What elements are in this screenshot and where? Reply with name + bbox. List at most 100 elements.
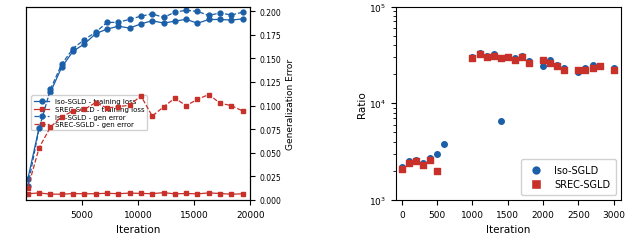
SREC-SGLD - training loss (81, 192, 88, 196)
Point (418, 162, 428, 166)
Point (397, 165, 407, 169)
Point (580, 69, 591, 73)
Point (481, 54, 492, 58)
Iso-SGLD - training loss (126, 28, 134, 30)
Iso-SGLD - training loss (239, 18, 246, 21)
Point (588, 67, 598, 71)
Point (481, 56, 492, 60)
Iso-SGLD - gen error (171, 12, 179, 15)
Point (524, 60, 534, 64)
Iso-SGLD - training loss (216, 19, 224, 22)
X-axis label: Iteration: Iteration (116, 224, 160, 234)
Point (432, 152, 442, 156)
Legend: Iso-SGLD, SREC-SGLD: Iso-SGLD, SREC-SGLD (521, 160, 616, 195)
Iso-SGLD - training loss (58, 66, 66, 69)
SREC-SGLD - training loss (171, 192, 179, 196)
Iso-SGLD - gen error (160, 17, 168, 20)
Iso-SGLD - gen error (58, 63, 66, 66)
Point (502, 56, 513, 60)
Point (552, 65, 563, 69)
SREC-SGLD - training loss (227, 193, 235, 196)
Point (580, 67, 591, 71)
Point (609, 69, 619, 73)
SREC-SGLD - training loss (160, 192, 168, 194)
Point (573, 71, 584, 75)
Point (411, 160, 421, 164)
SREC-SGLD - training loss (35, 192, 43, 195)
Iso-SGLD - gen error (216, 12, 224, 16)
Point (524, 62, 534, 66)
SREC-SGLD - gen error (92, 102, 100, 104)
Point (432, 169, 442, 173)
Iso-SGLD - gen error (137, 16, 145, 18)
Iso-SGLD - gen error (103, 22, 111, 25)
Point (595, 65, 605, 69)
SREC-SGLD - training loss (137, 192, 145, 195)
SREC-SGLD - training loss (24, 192, 32, 196)
SREC-SGLD - gen error (103, 107, 111, 110)
SREC-SGLD - gen error (171, 97, 179, 100)
SREC-SGLD - gen error (182, 105, 190, 108)
SREC-SGLD - gen error (69, 110, 77, 113)
Point (552, 64, 563, 68)
SREC-SGLD - gen error (160, 106, 168, 109)
Point (545, 62, 556, 66)
Iso-SGLD - training loss (205, 19, 212, 22)
SREC-SGLD - training loss (182, 192, 190, 195)
Point (538, 65, 548, 69)
Point (509, 59, 520, 63)
SREC-SGLD - training loss (47, 193, 54, 196)
Iso-SGLD - training loss (171, 20, 179, 24)
SREC-SGLD - training loss (69, 192, 77, 195)
Point (538, 59, 548, 63)
Iso-SGLD - gen error (239, 12, 246, 14)
Point (588, 64, 598, 68)
Point (425, 156, 435, 160)
SREC-SGLD - gen error (137, 95, 145, 98)
Iso-SGLD - gen error (24, 185, 32, 188)
Point (488, 53, 499, 57)
Line: SREC-SGLD - gen error: SREC-SGLD - gen error (26, 93, 245, 191)
Point (559, 67, 570, 71)
SREC-SGLD - training loss (103, 192, 111, 195)
SREC-SGLD - training loss (239, 192, 246, 196)
Point (404, 160, 414, 164)
Y-axis label: Ratio: Ratio (356, 90, 367, 117)
Iso-SGLD - training loss (47, 91, 54, 94)
Iso-SGLD - training loss (160, 22, 168, 26)
Y-axis label: Generalization Error: Generalization Error (286, 58, 295, 149)
Point (502, 56, 513, 60)
SREC-SGLD - gen error (227, 105, 235, 108)
Iso-SGLD - gen error (35, 127, 43, 130)
Point (467, 56, 477, 60)
Point (439, 142, 449, 146)
SREC-SGLD - gen error (47, 126, 54, 129)
Point (495, 57, 506, 61)
Iso-SGLD - training loss (182, 19, 190, 22)
Legend: Iso-SGLD - training loss, SREC-SGLD - training loss, Iso-SGLD - gen error, SREC-: Iso-SGLD - training loss, SREC-SGLD - tr… (31, 96, 147, 131)
SREC-SGLD - training loss (216, 192, 224, 195)
SREC-SGLD - gen error (194, 98, 202, 102)
SREC-SGLD - gen error (35, 146, 43, 150)
Iso-SGLD - training loss (137, 23, 145, 26)
Iso-SGLD - gen error (126, 19, 134, 22)
Point (545, 59, 556, 63)
Point (609, 67, 619, 71)
Iso-SGLD - gen error (194, 11, 202, 14)
Line: SREC-SGLD - training loss: SREC-SGLD - training loss (26, 190, 245, 197)
SREC-SGLD - gen error (148, 115, 156, 118)
Iso-SGLD - training loss (81, 43, 88, 46)
Iso-SGLD - training loss (194, 23, 202, 26)
Iso-SGLD - gen error (69, 48, 77, 51)
Line: Iso-SGLD - gen error: Iso-SGLD - gen error (26, 9, 245, 189)
SREC-SGLD - gen error (205, 94, 212, 97)
SREC-SGLD - gen error (239, 110, 246, 113)
Point (509, 57, 520, 61)
Iso-SGLD - gen error (205, 15, 212, 18)
Iso-SGLD - gen error (227, 14, 235, 18)
Iso-SGLD - training loss (92, 33, 100, 36)
Iso-SGLD - training loss (227, 20, 235, 22)
SREC-SGLD - gen error (216, 102, 224, 105)
SREC-SGLD - gen error (24, 187, 32, 190)
Iso-SGLD - gen error (182, 10, 190, 13)
